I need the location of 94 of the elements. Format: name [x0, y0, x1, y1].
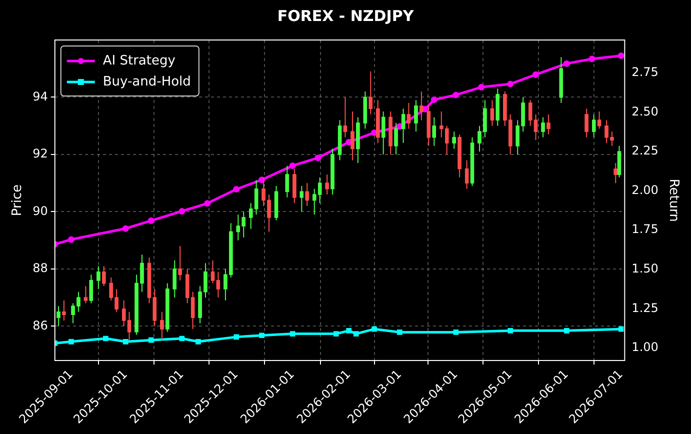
point: [453, 330, 459, 335]
point: [564, 328, 570, 334]
chart-title: FOREX - NZDJPY: [277, 6, 415, 25]
point: [353, 331, 359, 336]
point: [396, 330, 402, 335]
y2-tick-label: 1.50: [632, 262, 658, 276]
point: [478, 84, 485, 90]
y2-tick-label: 2.50: [632, 104, 658, 118]
point: [68, 236, 74, 243]
candlestick: [172, 260, 176, 298]
candlestick: [401, 108, 406, 144]
point: [148, 337, 154, 343]
point: [258, 176, 265, 184]
point: [290, 331, 296, 336]
point: [430, 96, 438, 103]
point: [507, 80, 514, 88]
point: [563, 60, 570, 67]
candlestick: [56, 306, 60, 327]
candlestick: [300, 185, 304, 212]
candlestick: [318, 176, 322, 204]
candlestick: [285, 165, 289, 198]
point: [532, 71, 540, 78]
point: [289, 162, 296, 169]
point: [196, 338, 201, 344]
point: [179, 336, 185, 342]
y2-tick-label: 2.00: [632, 182, 658, 197]
candlestick: [249, 202, 253, 230]
y2-tick-label: 1.25: [632, 300, 658, 315]
candlestick: [368, 70, 372, 115]
candlestick: [534, 114, 538, 141]
candlestick: [394, 122, 398, 155]
candlestick: [305, 182, 309, 206]
y-tick-label: 92: [32, 146, 48, 161]
candlestick: [464, 160, 469, 190]
point: [148, 217, 154, 224]
point: [122, 225, 129, 232]
candlestick: [178, 246, 182, 281]
legend-label: Buy-and-Hold: [102, 74, 191, 90]
candlestick: [160, 311, 164, 341]
y2-tick-label: 1.75: [632, 222, 658, 236]
candlestick: [452, 131, 456, 150]
point: [178, 208, 186, 214]
candlestick: [96, 266, 100, 290]
candlestick: [432, 116, 436, 146]
candlestick: [343, 96, 348, 138]
candlestick: [584, 108, 588, 138]
candlestick: [420, 91, 424, 121]
candlestick: [350, 111, 354, 161]
candlestick: [127, 311, 132, 341]
point: [618, 326, 624, 332]
y2-tick-label: 1.00: [632, 340, 658, 354]
y2-axis-title: Return: [666, 178, 681, 222]
candlestick: [541, 116, 545, 138]
point: [314, 154, 322, 162]
point: [68, 338, 74, 344]
point: [122, 338, 128, 344]
candlestick: [210, 260, 215, 284]
y2-tick-label: 2.25: [632, 144, 658, 158]
point: [103, 336, 108, 342]
y2-tick-label: 2.75: [632, 65, 658, 80]
y-tick-label: 94: [32, 89, 48, 104]
candlestick: [84, 286, 88, 304]
candlestick: [312, 188, 316, 216]
point: [618, 52, 624, 59]
candlestick: [122, 300, 126, 327]
point: [333, 331, 339, 336]
point: [259, 332, 264, 338]
candlestick: [597, 111, 602, 130]
candlestick: [102, 266, 106, 287]
point: [452, 92, 460, 98]
point: [204, 200, 211, 207]
candlestick: [254, 180, 258, 216]
point: [233, 186, 240, 193]
candlestick: [190, 291, 195, 330]
point: [372, 326, 377, 332]
candlestick: [546, 114, 550, 135]
candlestick: [614, 162, 618, 184]
legend-label: AI Strategy: [102, 53, 176, 68]
y-tick-label: 88: [32, 261, 48, 276]
candlestick: [216, 271, 220, 298]
point: [346, 328, 352, 334]
candlestick: [325, 174, 329, 196]
candlestick: [406, 102, 411, 130]
candlestick: [490, 100, 494, 126]
candlestick: [242, 211, 246, 238]
y-tick-label: 90: [32, 204, 48, 218]
candlestick: [440, 111, 444, 138]
candlestick: [236, 214, 240, 241]
y-axis-title: Price: [10, 184, 26, 216]
y-tick-label: 86: [32, 318, 48, 332]
candlestick: [62, 300, 66, 321]
point: [234, 334, 240, 340]
point: [508, 328, 514, 334]
point: [588, 56, 596, 62]
